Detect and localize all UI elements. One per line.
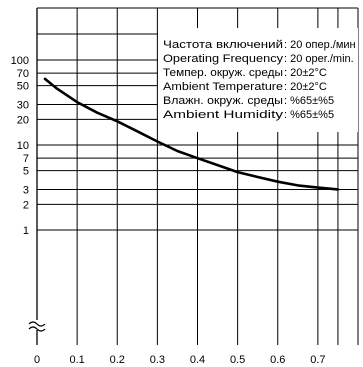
annotation-label: Ambient Temperature bbox=[163, 81, 283, 93]
annotation-label: Operating Frequency bbox=[163, 53, 284, 65]
y-tick-label: 7 bbox=[23, 153, 29, 165]
y-tick-label: 20 bbox=[17, 114, 29, 126]
annotation-label: Влажн. окруж. среды bbox=[163, 95, 283, 107]
y-tick-label: 100 bbox=[11, 55, 29, 67]
y-tick-label: 30 bbox=[17, 99, 29, 111]
x-tick-label: 0 bbox=[34, 354, 40, 366]
y-tick-label: 50 bbox=[17, 81, 29, 93]
annotation-value: : 20±2°C bbox=[284, 67, 327, 79]
series-line bbox=[43, 77, 340, 191]
annotation-value: : 20 oper./min. bbox=[284, 53, 354, 65]
x-tick-label: 0.5 bbox=[230, 354, 245, 366]
annotation-box bbox=[158, 28, 358, 132]
series-group bbox=[43, 77, 340, 191]
annotation-label: Ambient Humidity bbox=[163, 109, 284, 121]
y-tick-label: 5 bbox=[23, 166, 29, 178]
y-tick-label: 10 bbox=[17, 140, 29, 152]
annotation-value: : 20±2°C bbox=[284, 81, 327, 93]
y-tick-label: 2 bbox=[23, 199, 29, 211]
axis-break-wave bbox=[28, 326, 46, 332]
y-tick-label: 1 bbox=[23, 225, 29, 237]
annotation-value: : %65±%5 bbox=[284, 109, 334, 121]
axis-break-gap bbox=[28, 320, 44, 330]
y-tick-label: 70 bbox=[17, 68, 29, 80]
chart-grid bbox=[36, 7, 359, 345]
axis-break-mark bbox=[28, 320, 46, 332]
x-tick-label: 0.7 bbox=[310, 354, 325, 366]
x-tick-label: 0.2 bbox=[110, 354, 125, 366]
x-tick-label: 0.6 bbox=[270, 354, 285, 366]
annotation-value: : %65±%5 bbox=[284, 95, 334, 107]
x-tick-labels: 0 0.1 0.2 0.3 0.4 0.5 0.6 0.7 bbox=[34, 354, 326, 366]
axis-break-wave bbox=[28, 321, 46, 327]
annotation-label: Темпер. окруж. среды bbox=[163, 67, 283, 79]
annotation-label: Частота включений bbox=[163, 39, 283, 51]
x-tick-label: 0.3 bbox=[150, 354, 165, 366]
y-tick-label: 3 bbox=[23, 184, 29, 196]
annotation-block: Частота включений: 20 опер./минOperating… bbox=[163, 39, 356, 121]
x-tick-label: 0.1 bbox=[69, 354, 84, 366]
annotation-value: : 20 опер./мин bbox=[284, 39, 356, 51]
x-tick-label: 0.4 bbox=[190, 354, 205, 366]
